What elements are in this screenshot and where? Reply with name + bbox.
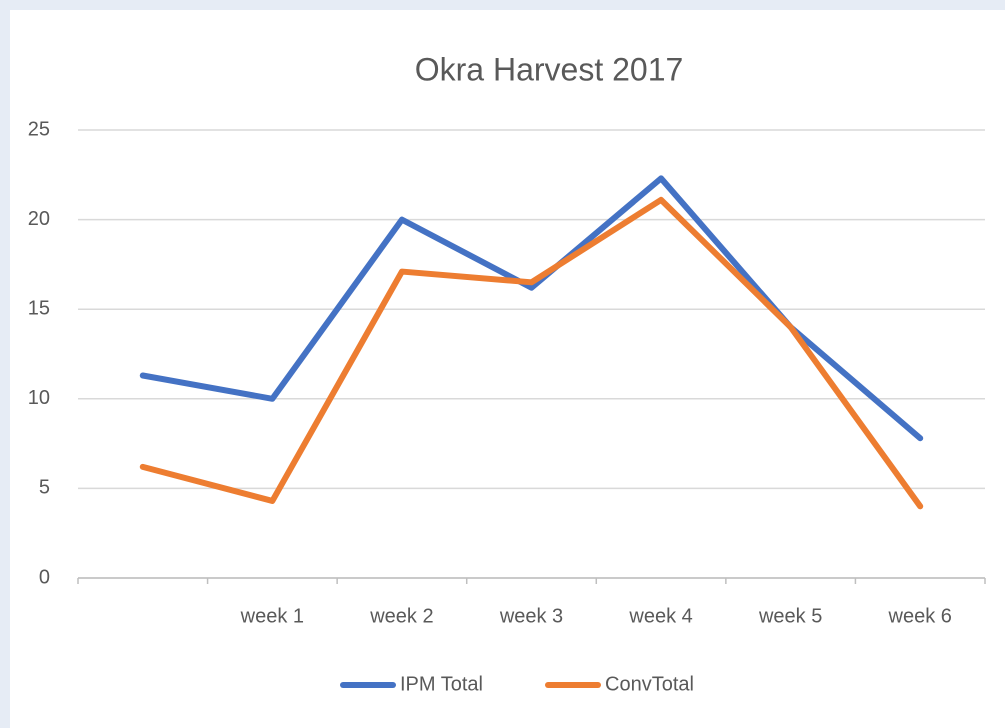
x-tick-label: week 6: [888, 605, 952, 627]
legend-label: IPM Total: [400, 673, 483, 695]
x-tick-label: week 2: [369, 605, 433, 627]
x-tick-label: week 3: [499, 605, 563, 627]
chart-title: Okra Harvest 2017: [415, 51, 684, 87]
y-tick-label: 10: [28, 387, 50, 409]
chart: Okra Harvest 2017 0 5 10 15 20 25 week 1 week 2…: [0, 0, 1005, 728]
x-tick-label: week 4: [628, 605, 692, 627]
y-tick-label: 0: [39, 566, 50, 588]
x-tick-label: week 1: [240, 605, 304, 627]
legend-label: ConvTotal: [605, 673, 694, 695]
x-tick-label: week 5: [758, 605, 822, 627]
y-tick-label: 5: [39, 477, 50, 499]
y-tick-label: 25: [28, 118, 50, 140]
y-tick-label: 20: [28, 208, 50, 230]
y-tick-label: 15: [28, 297, 50, 319]
page: Okra Harvest 2017 0 5 10 15 20 25 week 1 week 2…: [0, 0, 1005, 728]
